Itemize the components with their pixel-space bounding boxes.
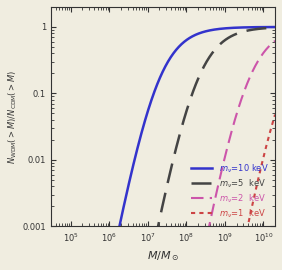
- Legend: $m_\nu$=10 keV, $m_\nu$=5  keV, $m_\nu$=2  keV, $m_\nu$=1  keV: $m_\nu$=10 keV, $m_\nu$=5 keV, $m_\nu$=2…: [189, 160, 271, 222]
- $m_v$=10 keV: [233, 26, 236, 29]
- Line: $m_v$=1 keV: $m_v$=1 keV: [51, 114, 275, 270]
- $m_v$=10 keV: [157, 79, 160, 82]
- Y-axis label: $N_{\rm WDM}(>M)/N_{\rm CDM}(>M)$: $N_{\rm WDM}(>M)/N_{\rm CDM}(>M)$: [7, 70, 19, 164]
- $m_v$=5 keV: [170, 163, 174, 166]
- $m_v$=5 keV: [273, 26, 277, 29]
- X-axis label: $M/M_\odot$: $M/M_\odot$: [147, 249, 179, 263]
- $m_v$=2 keV: [233, 119, 236, 122]
- $m_v$=1 keV: [273, 113, 277, 116]
- $m_v$=5 keV: [268, 26, 271, 29]
- $m_v$=5 keV: [233, 33, 236, 36]
- $m_v$=10 keV: [182, 40, 186, 43]
- $m_v$=5 keV: [156, 228, 159, 231]
- $m_v$=10 keV: [156, 83, 159, 86]
- Line: $m_v$=2 keV: $m_v$=2 keV: [51, 41, 275, 270]
- $m_v$=10 keV: [268, 25, 271, 29]
- $m_v$=5 keV: [182, 117, 186, 120]
- Line: $m_v$=5 keV: $m_v$=5 keV: [51, 28, 275, 270]
- $m_v$=1 keV: [268, 132, 271, 135]
- Line: $m_v$=10 keV: $m_v$=10 keV: [51, 27, 275, 270]
- $m_v$=10 keV: [273, 25, 277, 29]
- $m_v$=2 keV: [268, 44, 271, 47]
- $m_v$=10 keV: [170, 53, 174, 57]
- $m_v$=2 keV: [273, 39, 277, 42]
- $m_v$=5 keV: [157, 222, 160, 225]
